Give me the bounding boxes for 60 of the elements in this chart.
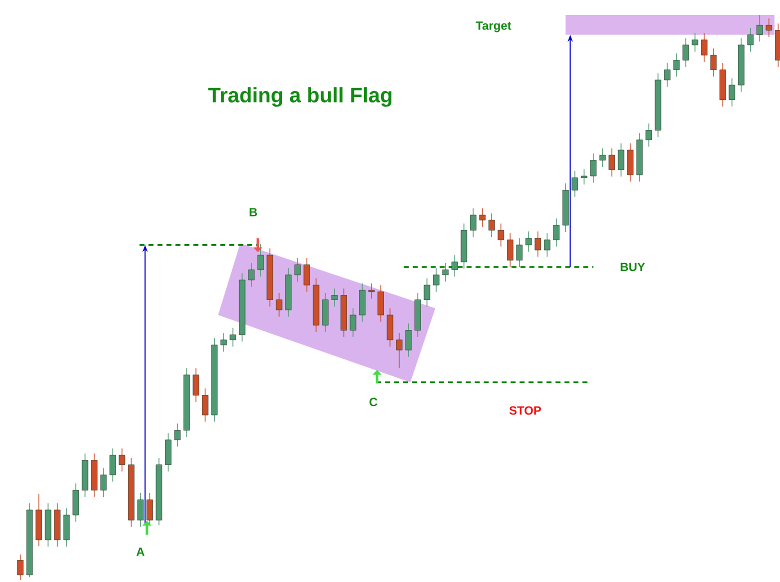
candlestick (766, 18, 772, 38)
annotation: C (370, 398, 378, 406)
candlestick (174, 423, 181, 448)
candlestick (452, 254, 458, 277)
candlestick (756, 14, 763, 42)
candlestick (692, 32, 698, 52)
text: Trading a bull Flag (208, 87, 392, 107)
candlestick (553, 218, 560, 248)
candlestick (100, 468, 107, 498)
candlestick (618, 142, 624, 177)
candlestick (276, 292, 282, 318)
annotation: B (250, 208, 258, 216)
candlestick (304, 258, 310, 292)
candlestick (137, 492, 144, 528)
candlestick (580, 168, 588, 185)
annotation: Target (476, 21, 512, 32)
candlestick (701, 32, 708, 62)
candlestick (350, 308, 356, 338)
candlestick (488, 212, 495, 238)
candlestick (118, 448, 126, 472)
candlestick (673, 53, 680, 77)
candlestick (728, 78, 736, 107)
candlestick (544, 232, 550, 258)
candlestick (682, 38, 689, 68)
candlestick (442, 262, 449, 282)
candlestick (202, 388, 208, 422)
candlestick (747, 28, 754, 52)
candlestick (257, 243, 264, 277)
candlestick (572, 170, 578, 198)
candlestick (368, 282, 375, 300)
candlestick (479, 208, 486, 228)
candlestick (664, 62, 670, 88)
candlestick (599, 148, 606, 168)
annotation: A (136, 548, 144, 556)
ref-line-label: BUY (620, 262, 645, 272)
candlestick (220, 332, 227, 352)
candlestick (590, 153, 596, 184)
candlestick (405, 323, 412, 358)
candlestick (192, 368, 200, 402)
candlestick (516, 238, 523, 268)
candlestick (498, 223, 504, 248)
candlestick (646, 123, 652, 148)
candlestick (433, 268, 440, 292)
candlestick (110, 448, 116, 482)
candlestick (378, 284, 384, 322)
candlestick (17, 554, 24, 580)
candlestick (396, 332, 402, 369)
candlestick (710, 48, 717, 77)
candlestick (230, 328, 236, 348)
candlestick (294, 258, 301, 282)
candlestick (470, 208, 476, 238)
candlestick (534, 230, 542, 258)
candlestick (506, 232, 514, 268)
ref-line-label: STOP (509, 406, 541, 415)
candlestick (608, 148, 615, 177)
candlestick (525, 230, 532, 252)
candlestick (248, 262, 255, 288)
candlestick (331, 288, 338, 307)
candlestick (424, 278, 430, 307)
candlestick (146, 492, 153, 526)
